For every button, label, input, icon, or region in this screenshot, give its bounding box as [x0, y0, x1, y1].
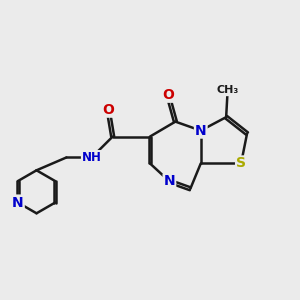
Text: N: N [12, 196, 24, 210]
Text: CH₃: CH₃ [217, 85, 239, 95]
Text: N: N [195, 124, 207, 138]
Text: NH: NH [82, 151, 102, 164]
Text: O: O [162, 88, 174, 102]
Text: O: O [102, 103, 114, 117]
Text: N: N [164, 174, 175, 188]
Text: S: S [236, 156, 246, 170]
